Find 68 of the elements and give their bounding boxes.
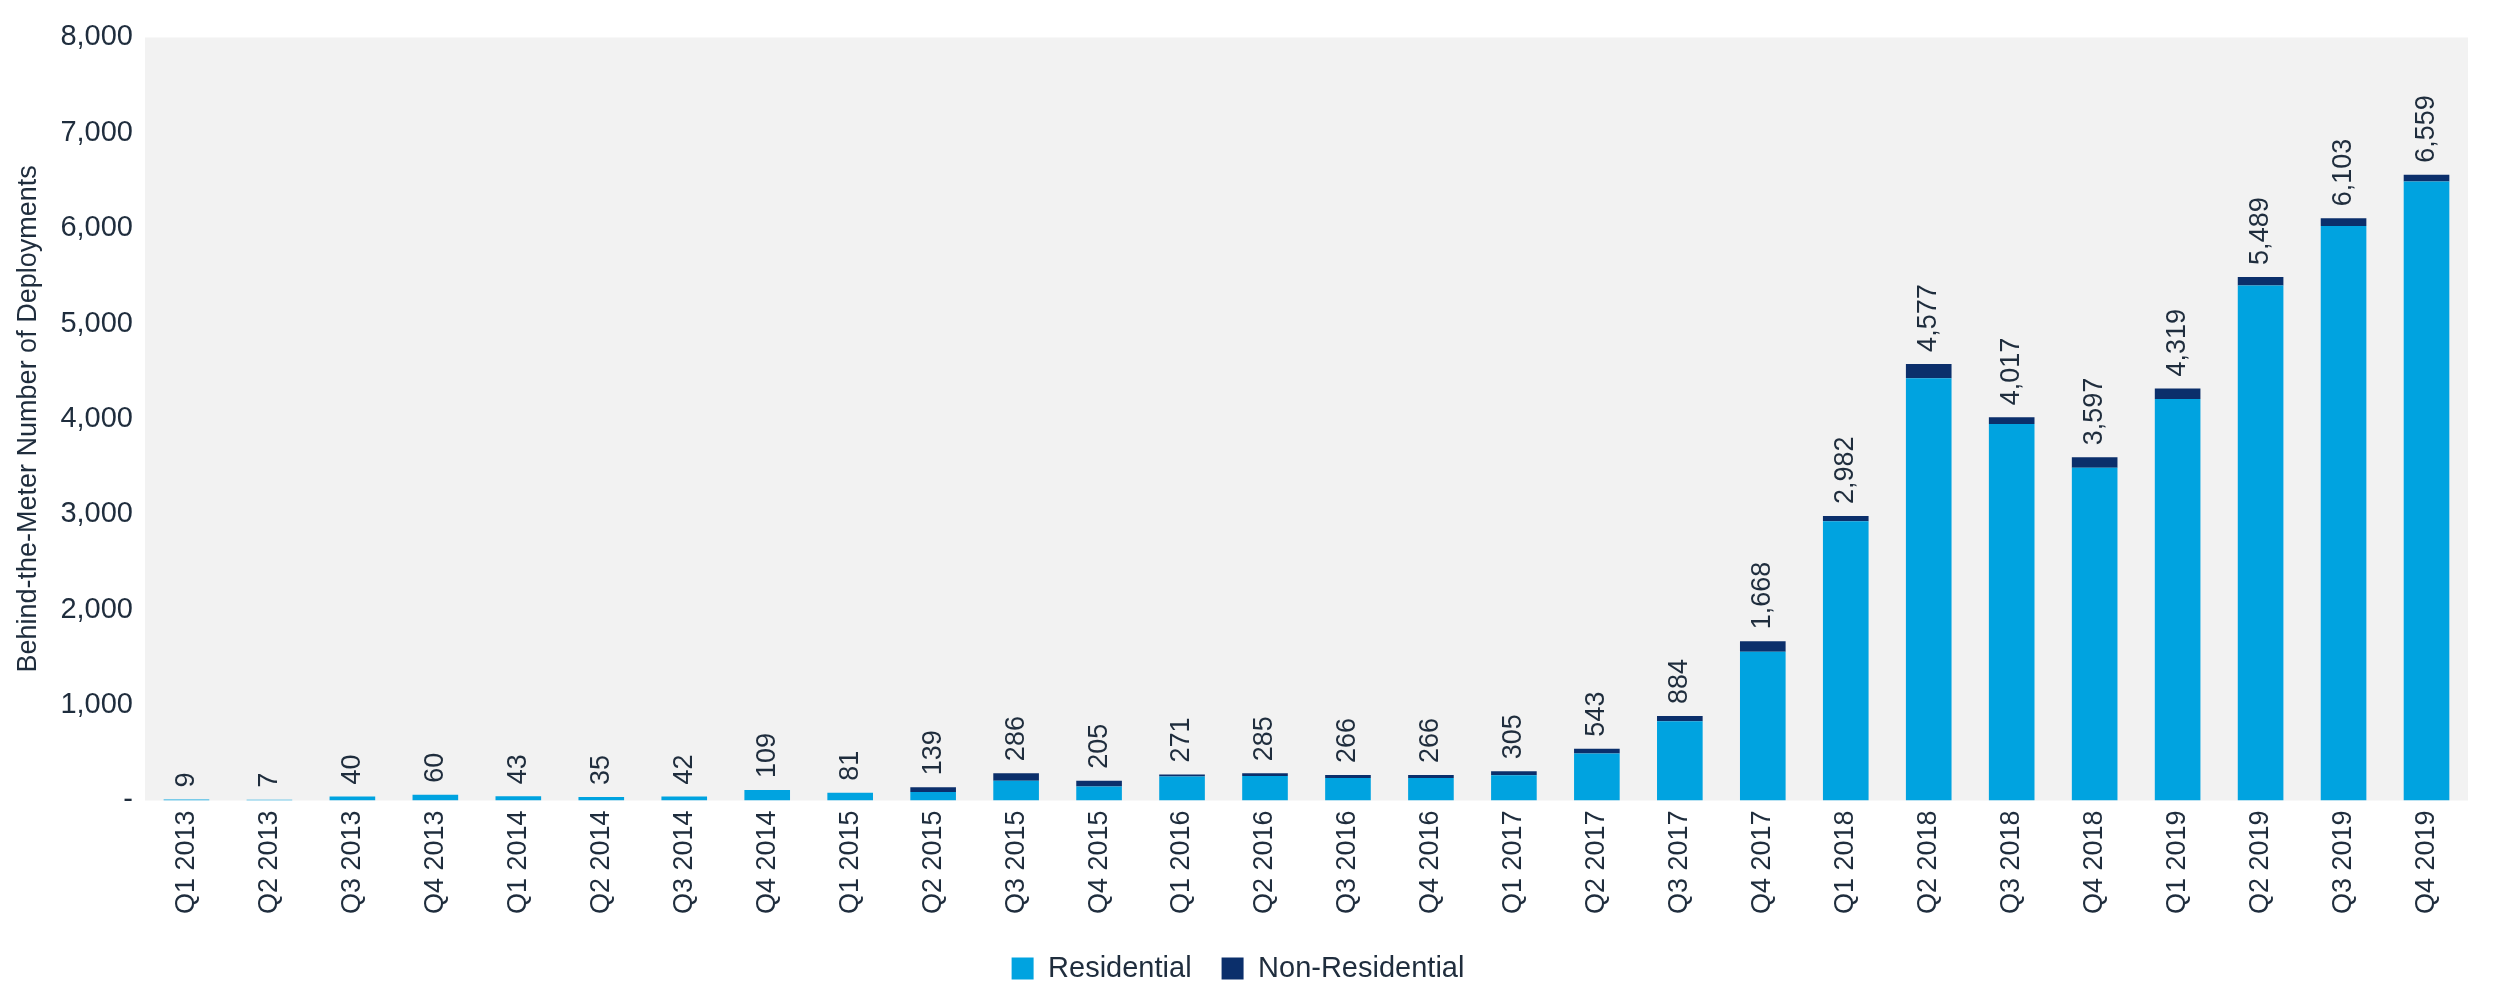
total-label: 7	[252, 772, 283, 788]
x-tick-label: Q4 2017	[1746, 810, 1777, 915]
x-tick-label: Q1 2014	[501, 810, 532, 915]
x-tick-label: Q3 2015	[999, 810, 1030, 915]
total-label: 35	[584, 755, 615, 786]
y-tick-label: 3,000	[60, 496, 133, 529]
legend-label: Non-Residential	[1258, 950, 1465, 983]
total-label: 286	[999, 716, 1030, 762]
x-tick-label: Q2 2016	[1248, 810, 1279, 915]
x-tick-label: Q2 2015	[916, 810, 947, 915]
total-label: 4,319	[2161, 308, 2192, 377]
total-label: 305	[1497, 714, 1528, 760]
x-tick-label: Q2 2014	[584, 810, 615, 915]
total-label: 1,668	[1746, 561, 1777, 630]
y-tick-label: -	[123, 782, 133, 815]
total-label: 139	[916, 730, 947, 776]
x-tick-label: Q1 2013	[169, 810, 200, 915]
total-label: 40	[335, 754, 366, 785]
total-label: 285	[1248, 716, 1279, 762]
legend-label: Residential	[1048, 950, 1192, 983]
x-tick-label: Q1 2019	[2161, 810, 2192, 915]
x-tick-label: Q3 2019	[2327, 810, 2358, 915]
x-tick-label: Q2 2017	[1580, 810, 1611, 915]
total-label: 266	[1414, 717, 1445, 764]
total-label: 43	[501, 754, 532, 785]
total-label: 3,597	[2078, 377, 2109, 446]
total-label: 271	[1165, 717, 1196, 763]
total-label: 109	[750, 732, 781, 779]
x-tick-label: Q1 2015	[833, 810, 864, 915]
y-axis-title: Behind-the-Meter Number of Deployments	[11, 165, 42, 673]
y-tick-label: 4,000	[60, 400, 133, 433]
x-tick-label: Q3 2013	[335, 810, 366, 915]
x-tick-label: Q1 2016	[1165, 810, 1196, 915]
total-label: 5,489	[2244, 197, 2275, 265]
total-label: 205	[1082, 723, 1113, 769]
total-label: 543	[1580, 691, 1611, 737]
x-tick-label: Q2 2019	[2244, 810, 2275, 915]
x-tick-label: Q2 2018	[1912, 810, 1943, 915]
total-label: 6,103	[2327, 138, 2358, 207]
total-label: 60	[418, 752, 449, 783]
total-label: 4,577	[1912, 284, 1943, 352]
x-tick-label: Q4 2016	[1414, 810, 1445, 915]
x-tick-label: Q4 2018	[2078, 810, 2109, 915]
y-tick-label: 1,000	[60, 687, 133, 720]
total-label: 81	[833, 750, 864, 781]
y-tick-label: 2,000	[60, 591, 133, 624]
total-label: 42	[667, 754, 698, 785]
total-label: 2,982	[1829, 436, 1860, 504]
x-tick-label: Q4 2013	[418, 810, 449, 915]
x-tick-label: Q1 2018	[1829, 810, 1860, 915]
x-tick-label: Q4 2019	[2409, 810, 2440, 915]
total-label: 6,559	[2409, 95, 2440, 163]
total-label: 884	[1663, 659, 1694, 705]
y-tick-label: 7,000	[60, 114, 133, 147]
x-tick-label: Q3 2016	[1331, 810, 1362, 915]
x-tick-label: Q3 2018	[1995, 810, 2026, 915]
y-tick-label: 6,000	[60, 210, 133, 243]
y-tick-label: 5,000	[60, 305, 133, 338]
total-label: 266	[1331, 717, 1362, 764]
x-tick-label: Q4 2014	[750, 810, 781, 915]
total-label: 4,017	[1995, 337, 2026, 406]
y-tick-label: 8,000	[60, 19, 133, 52]
total-label: 9	[169, 772, 200, 788]
x-tick-label: Q1 2017	[1497, 810, 1528, 915]
x-tick-label: Q3 2014	[667, 810, 698, 915]
x-tick-label: Q2 2013	[252, 810, 283, 915]
x-tick-label: Q4 2015	[1082, 810, 1113, 915]
x-tick-label: Q3 2017	[1663, 810, 1694, 915]
